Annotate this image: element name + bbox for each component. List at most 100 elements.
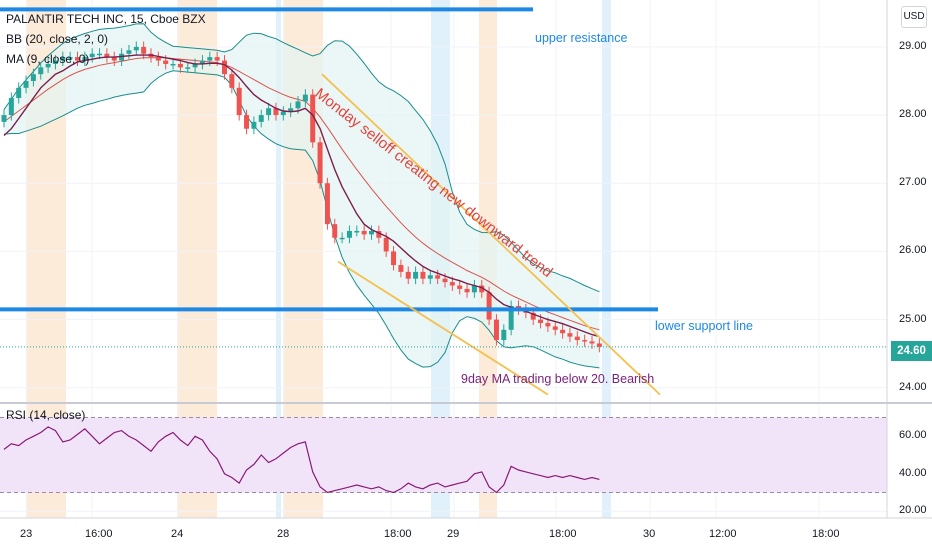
time-tick: 28	[277, 528, 290, 540]
rsi-tick: 40.00	[899, 466, 927, 479]
price-tick: 24.00	[899, 380, 927, 393]
candle-body	[545, 323, 551, 327]
candle-body	[346, 230, 352, 238]
candle-body	[1, 115, 7, 122]
candle-body	[361, 230, 367, 235]
candle-body	[177, 63, 183, 68]
candle-body	[596, 343, 602, 347]
candle-body	[317, 142, 323, 184]
time-tick: 29	[447, 528, 460, 540]
time-tick: 18:00	[549, 528, 577, 540]
candle-body	[376, 230, 382, 238]
rsi-band	[0, 417, 887, 493]
candle-body	[126, 50, 132, 54]
symbol-title[interactable]: PALANTIR TECH INC, 15, Cboe BZX	[6, 12, 206, 26]
candle-body	[324, 183, 330, 225]
bb-basis-line	[3, 57, 600, 331]
candle-body	[52, 60, 58, 64]
candle-body	[339, 237, 345, 240]
candle-body	[442, 278, 448, 283]
session-highlight	[276, 0, 281, 518]
last-price-tag: 24.60	[891, 341, 932, 361]
candle-body	[552, 326, 558, 330]
candle-body	[486, 292, 492, 320]
candle-body	[560, 329, 566, 334]
time-tick: 18:00	[384, 528, 412, 540]
candle-body	[479, 285, 485, 293]
candle-body	[163, 60, 169, 64]
candle-body	[266, 108, 272, 116]
candle-body	[141, 46, 147, 54]
user-drawings[interactable]	[0, 7, 887, 396]
candle-body	[332, 224, 338, 238]
candle-body	[119, 53, 125, 61]
rsi-indicator-label[interactable]: RSI (14, close)	[6, 408, 86, 422]
candle-body	[302, 94, 308, 102]
ma9-line	[3, 54, 600, 338]
currency-button[interactable]: USD	[901, 6, 927, 28]
bb-lower-line	[3, 70, 600, 369]
candle-body	[574, 336, 580, 341]
candle-body	[214, 57, 220, 61]
candle-body	[236, 87, 242, 116]
candle-body	[508, 305, 514, 330]
candle-body	[391, 251, 397, 266]
bb-indicator-label[interactable]: BB (20, close, 2, 0)	[6, 32, 109, 46]
candle-body	[170, 63, 176, 66]
candle-body	[192, 63, 198, 68]
candle-body	[398, 265, 404, 272]
candle-body	[244, 115, 250, 129]
candle-body	[288, 108, 294, 112]
candle-body	[457, 285, 463, 289]
price-tick: 25.00	[899, 312, 927, 325]
candle-body	[567, 333, 573, 337]
ma-lines	[3, 54, 600, 338]
candle-body	[207, 57, 213, 61]
time-tick: 23	[20, 528, 33, 540]
candle-body	[97, 53, 103, 56]
time-tick: 12:00	[709, 528, 737, 540]
candle-body	[295, 101, 301, 109]
candle-body	[435, 275, 441, 279]
candle-body	[383, 237, 389, 252]
upper-resistance-label[interactable]: upper resistance	[535, 31, 628, 45]
candle-body	[67, 57, 73, 59]
candle-body	[23, 80, 29, 88]
candle-body	[589, 341, 595, 344]
candle-body	[354, 230, 360, 233]
candle-body	[413, 271, 419, 279]
candle-body	[82, 57, 88, 61]
candle-body	[273, 108, 279, 116]
price-tick: 26.00	[899, 244, 927, 257]
candle-body	[38, 67, 44, 75]
candle-body	[530, 312, 536, 320]
ma-bearish-note[interactable]: 9day MA trading below 20. Bearish	[461, 372, 655, 386]
candle-body	[104, 53, 110, 58]
candle-body	[449, 282, 455, 286]
candle-body	[30, 74, 36, 81]
candle-body	[464, 288, 470, 293]
candle-body	[369, 230, 374, 235]
rsi-line-group	[3, 426, 600, 494]
rsi-line	[3, 426, 600, 494]
bollinger-bands	[3, 23, 600, 369]
candle-body	[133, 46, 139, 51]
candle-body	[16, 87, 22, 99]
upper-trend-line	[321, 73, 661, 396]
candle-body	[538, 319, 544, 324]
time-tick: 18:00	[812, 528, 840, 540]
bb-upper-line	[3, 23, 600, 293]
lower-support-label[interactable]: lower support line	[655, 319, 753, 333]
candle-body	[89, 53, 95, 58]
candle-body	[280, 111, 286, 116]
candle-body	[8, 98, 14, 116]
time-tick: 30	[643, 528, 656, 540]
session-highlight	[602, 0, 611, 518]
ma-indicator-label[interactable]: MA (9, close, 0)	[6, 52, 90, 66]
price-tick: 28.00	[899, 108, 927, 121]
candle-body	[251, 121, 257, 129]
candle-body	[427, 275, 433, 279]
candle-body	[222, 60, 227, 75]
